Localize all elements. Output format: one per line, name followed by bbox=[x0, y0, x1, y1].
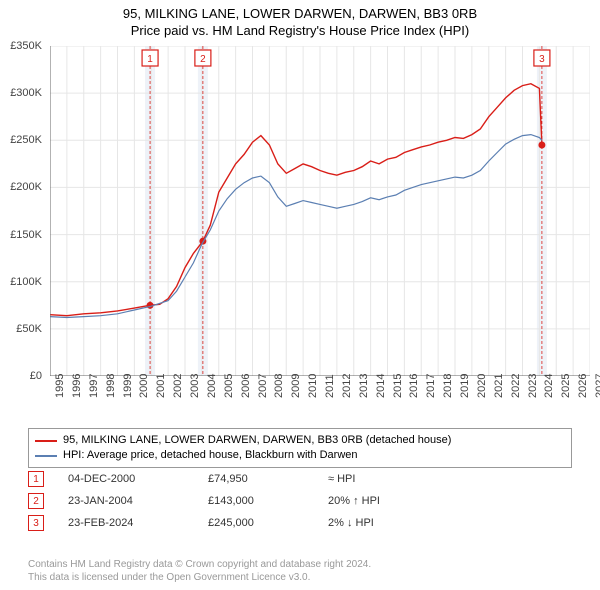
x-tick-label: 2022 bbox=[510, 374, 522, 398]
footer-attribution: Contains HM Land Registry data © Crown c… bbox=[28, 558, 371, 584]
sale-price: £143,000 bbox=[208, 495, 328, 507]
sale-row: 1 04-DEC-2000£74,950≈ HPI bbox=[28, 468, 448, 490]
x-tick-label: 2007 bbox=[257, 374, 269, 398]
x-tick-label: 2008 bbox=[273, 374, 285, 398]
x-tick-label: 2016 bbox=[408, 374, 420, 398]
y-tick-label: £0 bbox=[30, 370, 42, 382]
y-axis-labels: £0£50K£100K£150K£200K£250K£300K£350K bbox=[0, 46, 45, 376]
sale-date: 23-FEB-2024 bbox=[68, 517, 208, 529]
title-subtitle: Price paid vs. HM Land Registry's House … bbox=[0, 23, 600, 38]
x-tick-label: 2017 bbox=[425, 374, 437, 398]
y-tick-label: £250K bbox=[10, 134, 42, 146]
x-tick-label: 2005 bbox=[223, 374, 235, 398]
legend-row: 95, MILKING LANE, LOWER DARWEN, DARWEN, … bbox=[35, 433, 565, 448]
sale-price: £245,000 bbox=[208, 517, 328, 529]
x-tick-label: 2000 bbox=[138, 374, 150, 398]
x-tick-label: 2021 bbox=[493, 374, 505, 398]
sale-marker-icon: 2 bbox=[28, 493, 44, 509]
y-tick-label: £350K bbox=[10, 40, 42, 52]
sale-hpi: ≈ HPI bbox=[328, 473, 448, 485]
legend-row: HPI: Average price, detached house, Blac… bbox=[35, 448, 565, 463]
y-tick-label: £300K bbox=[10, 87, 42, 99]
sale-row: 3 23-FEB-2024£245,0002% ↓ HPI bbox=[28, 512, 448, 534]
footer-line2: This data is licensed under the Open Gov… bbox=[28, 571, 371, 584]
x-tick-label: 2002 bbox=[172, 374, 184, 398]
sales-table: 1 04-DEC-2000£74,950≈ HPI 2 23-JAN-2004£143… bbox=[28, 468, 448, 534]
x-tick-label: 2009 bbox=[290, 374, 302, 398]
x-tick-label: 2027 bbox=[594, 374, 600, 398]
legend-label: 95, MILKING LANE, LOWER DARWEN, DARWEN, … bbox=[63, 433, 451, 448]
svg-text:3: 3 bbox=[539, 54, 545, 65]
x-tick-label: 2011 bbox=[324, 374, 336, 398]
x-tick-label: 1996 bbox=[71, 374, 83, 398]
sale-marker-icon: 3 bbox=[28, 515, 44, 531]
x-tick-label: 2014 bbox=[375, 374, 387, 398]
svg-text:1: 1 bbox=[147, 54, 153, 65]
chart-container: 95, MILKING LANE, LOWER DARWEN, DARWEN, … bbox=[0, 0, 600, 590]
sale-date: 04-DEC-2000 bbox=[68, 473, 208, 485]
y-tick-label: £150K bbox=[10, 229, 42, 241]
sale-date: 23-JAN-2004 bbox=[68, 495, 208, 507]
sale-price: £74,950 bbox=[208, 473, 328, 485]
x-tick-label: 2024 bbox=[543, 374, 555, 398]
footer-line1: Contains HM Land Registry data © Crown c… bbox=[28, 558, 371, 571]
y-tick-label: £50K bbox=[16, 323, 42, 335]
x-tick-label: 2001 bbox=[155, 374, 167, 398]
title-block: 95, MILKING LANE, LOWER DARWEN, DARWEN, … bbox=[0, 0, 600, 38]
x-tick-label: 2019 bbox=[459, 374, 471, 398]
x-tick-label: 1997 bbox=[88, 374, 100, 398]
x-tick-label: 2023 bbox=[527, 374, 539, 398]
x-tick-label: 2020 bbox=[476, 374, 488, 398]
sale-marker-icon: 1 bbox=[28, 471, 44, 487]
sale-row: 2 23-JAN-2004£143,00020% ↑ HPI bbox=[28, 490, 448, 512]
y-tick-label: £100K bbox=[10, 276, 42, 288]
x-tick-label: 2025 bbox=[560, 374, 572, 398]
x-tick-label: 2018 bbox=[442, 374, 454, 398]
x-tick-label: 2006 bbox=[240, 374, 252, 398]
x-tick-label: 2003 bbox=[189, 374, 201, 398]
legend-box: 95, MILKING LANE, LOWER DARWEN, DARWEN, … bbox=[28, 428, 572, 468]
x-tick-label: 2012 bbox=[341, 374, 353, 398]
x-tick-label: 2010 bbox=[307, 374, 319, 398]
x-tick-label: 2026 bbox=[577, 374, 589, 398]
svg-text:2: 2 bbox=[200, 54, 206, 65]
x-tick-label: 2015 bbox=[392, 374, 404, 398]
legend-swatch bbox=[35, 455, 57, 457]
x-tick-label: 2013 bbox=[358, 374, 370, 398]
legend-label: HPI: Average price, detached house, Blac… bbox=[63, 448, 358, 463]
chart-area: 123 £0£50K£100K£150K£200K£250K£300K£350K… bbox=[50, 46, 590, 376]
x-tick-label: 1999 bbox=[122, 374, 134, 398]
chart-svg: 1 2 3 bbox=[50, 46, 590, 376]
title-address: 95, MILKING LANE, LOWER DARWEN, DARWEN, … bbox=[0, 6, 600, 21]
x-tick-label: 2004 bbox=[206, 374, 218, 398]
x-axis-labels: 1995199619971998199920002001200220032004… bbox=[50, 378, 590, 414]
y-tick-label: £200K bbox=[10, 181, 42, 193]
sale-hpi: 2% ↓ HPI bbox=[328, 517, 448, 529]
x-tick-label: 1998 bbox=[105, 374, 117, 398]
x-tick-label: 1995 bbox=[54, 374, 66, 398]
sale-hpi: 20% ↑ HPI bbox=[328, 495, 448, 507]
legend-swatch bbox=[35, 440, 57, 442]
